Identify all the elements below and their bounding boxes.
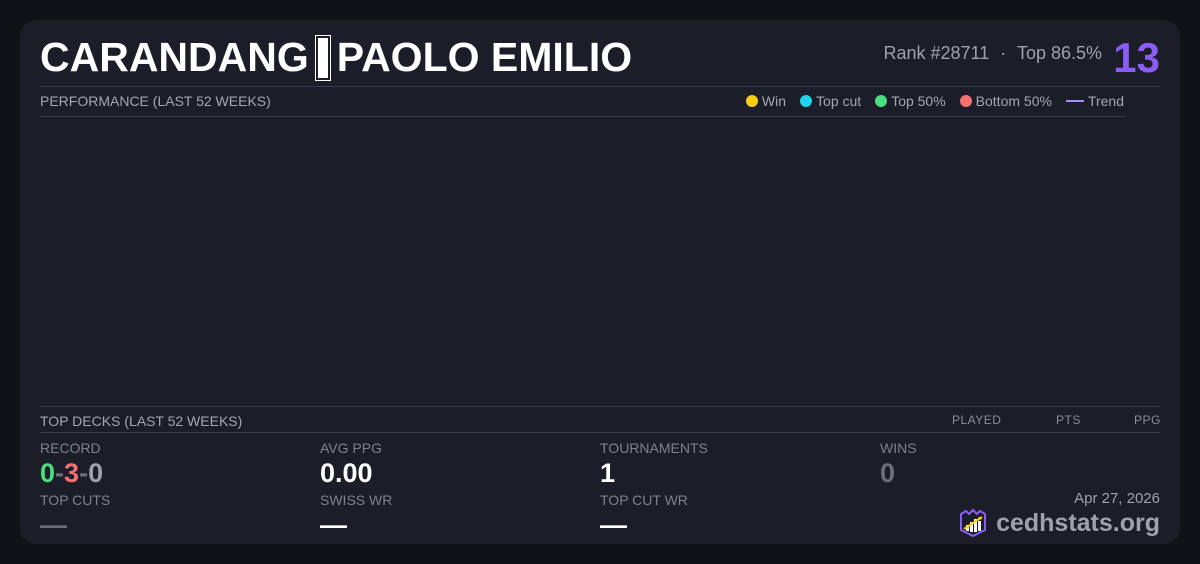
legend-win: Win xyxy=(745,93,787,109)
separator: · xyxy=(1000,43,1007,63)
legend-label: Win xyxy=(761,93,787,109)
separator: - xyxy=(55,458,65,488)
swiss-wr-label: SWISS WR xyxy=(320,492,393,508)
rank-info: Rank #28711 · Top 86.5% xyxy=(883,43,1102,64)
top-50-dot-icon xyxy=(875,95,888,107)
legend-label: Top cut xyxy=(816,93,862,109)
avg-ppg-value: 0.00 xyxy=(320,458,373,488)
top-cut-wr-label: TOP CUT WR xyxy=(600,492,688,508)
column-ppg: PPG xyxy=(1134,413,1161,427)
first-name: PAOLO EMILIO xyxy=(336,34,633,80)
cedhstats-logo-icon xyxy=(960,508,987,538)
legend-label: Bottom 50% xyxy=(975,93,1052,109)
chart-legend: Win Top cut Top 50% Bottom 50% Trend xyxy=(745,93,1124,109)
divider xyxy=(40,116,1125,117)
player-name: CARANDANG PAOLO EMILIO xyxy=(40,34,632,81)
record-losses: 3 xyxy=(64,458,80,488)
top-cuts-value: — xyxy=(40,510,67,540)
percentile: Top 86.5% xyxy=(1016,43,1102,63)
avg-ppg-label: AVG PPG xyxy=(320,440,382,456)
record-value: 0-3-0 xyxy=(40,458,103,489)
column-pts: PTS xyxy=(1056,413,1081,427)
divider xyxy=(40,86,1160,87)
missing-glyph-icon xyxy=(314,34,331,81)
wins-label: WINS xyxy=(880,440,917,456)
top-cuts-label: TOP CUTS xyxy=(40,492,111,508)
legend-trend: Trend xyxy=(1065,93,1124,109)
legend-bottom-50: Bottom 50% xyxy=(959,93,1052,109)
record-label: RECORD xyxy=(40,440,101,456)
win-dot-icon xyxy=(745,95,758,107)
score: 13 xyxy=(1113,34,1160,81)
legend-label: Trend xyxy=(1087,93,1124,109)
top-cut-wr-value: — xyxy=(600,510,627,540)
tournaments-label: TOURNAMENTS xyxy=(600,440,708,456)
column-played: PLAYED xyxy=(952,413,1002,427)
last-name: CARANDANG xyxy=(40,34,309,80)
top-decks-title: TOP DECKS (LAST 52 WEEKS) xyxy=(40,413,243,429)
record-wins: 0 xyxy=(40,458,56,488)
record-draws: 0 xyxy=(88,458,104,488)
legend-top-cut: Top cut xyxy=(800,93,861,109)
brand: cedhstats.org xyxy=(958,508,1160,538)
divider xyxy=(40,406,1160,407)
rank: Rank #28711 xyxy=(883,43,990,63)
swiss-wr-value: — xyxy=(320,510,347,540)
legend-top-50: Top 50% xyxy=(875,93,946,109)
performance-chart-area xyxy=(40,117,1125,406)
bottom-50-dot-icon xyxy=(959,95,972,107)
player-card: CARANDANG PAOLO EMILIO Rank #28711 · Top … xyxy=(20,20,1180,544)
separator: - xyxy=(79,458,89,488)
tournaments-value: 1 xyxy=(600,458,616,488)
wins-value: 0 xyxy=(880,458,896,488)
trend-line-icon xyxy=(1065,100,1084,102)
legend-label: Top 50% xyxy=(891,93,946,109)
date: Apr 27, 2026 xyxy=(1074,490,1160,507)
top-cut-dot-icon xyxy=(800,95,813,107)
divider xyxy=(40,432,1160,433)
performance-title: PERFORMANCE (LAST 52 WEEKS) xyxy=(40,93,271,109)
brand-name: cedhstats.org xyxy=(996,508,1160,537)
